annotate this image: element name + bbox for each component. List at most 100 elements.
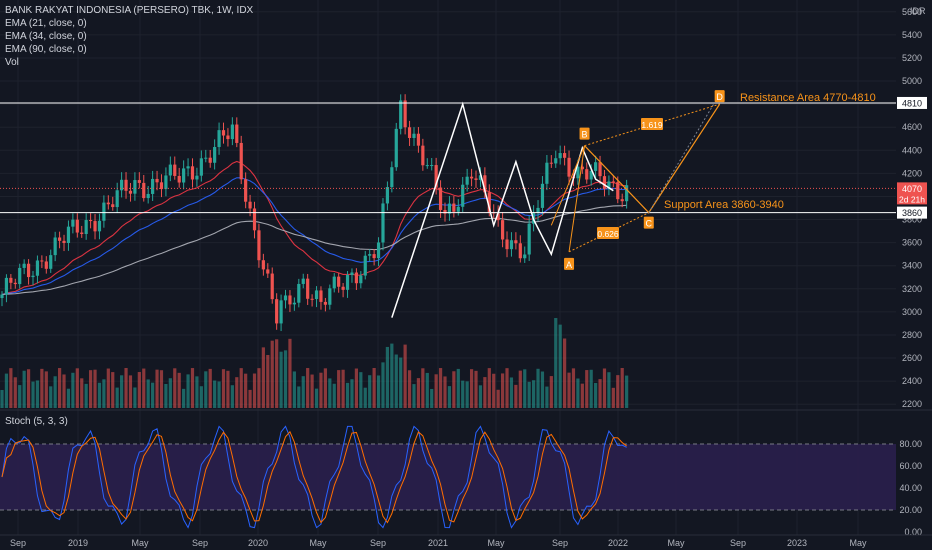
price-tick-label: 3400 <box>902 261 922 271</box>
volume-bar <box>434 374 438 408</box>
stoch-tick-label: 20.00 <box>899 505 922 515</box>
volume-bar <box>598 379 602 408</box>
volume-bar <box>306 368 310 408</box>
candle-body <box>151 178 155 194</box>
candle-body <box>563 153 567 158</box>
candle-body <box>314 290 319 300</box>
price-tick-label: 3000 <box>902 307 922 317</box>
candle-body <box>155 178 159 183</box>
candle-body <box>80 232 84 234</box>
volume-bar <box>40 368 44 408</box>
volume-bar <box>239 368 243 408</box>
candle-body <box>177 175 181 183</box>
candle-body <box>509 240 514 250</box>
time-tick-label: Sep <box>730 538 746 548</box>
candle-body <box>168 164 172 176</box>
candle-body <box>487 192 491 213</box>
currency-label: IDR <box>910 6 926 16</box>
volume-bar <box>204 371 208 408</box>
stoch-tick-label: 80.00 <box>899 439 922 449</box>
volume-bar <box>226 370 230 408</box>
volume-bar <box>62 374 66 408</box>
candle-body <box>164 175 168 190</box>
volume-bar <box>44 371 48 408</box>
last-price-tag-text: 4070 <box>902 184 922 194</box>
volume-bar <box>270 340 274 408</box>
price-tick-label: 4400 <box>902 145 922 155</box>
candle-body <box>102 202 106 221</box>
volume-bar <box>376 375 381 408</box>
price-tick-label: 5400 <box>902 30 922 40</box>
volume-bar <box>155 369 159 408</box>
volume-bar <box>292 371 296 408</box>
volume-bar <box>18 385 22 408</box>
time-tick-label: 2023 <box>787 538 807 548</box>
time-tick-label: 2020 <box>248 538 268 548</box>
volume-bar <box>235 377 239 408</box>
last-price-tag-bg <box>897 182 927 205</box>
volume-bar <box>323 368 327 408</box>
volume-bar <box>478 385 483 408</box>
volume-bar <box>35 380 40 408</box>
candle-body <box>580 166 584 170</box>
volume-bar <box>438 368 443 408</box>
volume-bar <box>545 386 549 408</box>
candle-body <box>381 203 385 243</box>
volume-bar <box>492 373 496 408</box>
ema21-line <box>1 160 627 296</box>
volume-bar <box>168 378 172 408</box>
last-price-tag-countdown: 2d 21h <box>899 194 925 204</box>
candle-body <box>306 278 310 299</box>
candle-body <box>452 203 456 212</box>
volume-bar <box>563 338 567 408</box>
candle-body <box>412 133 416 138</box>
candle-body <box>554 158 558 164</box>
time-tick-label: Sep <box>370 538 386 548</box>
price-tick-label: 3600 <box>902 238 922 248</box>
volume-bar <box>421 368 425 408</box>
candle-body <box>540 183 545 208</box>
candle-body <box>607 181 611 189</box>
candle-body <box>372 254 376 259</box>
volume-bar <box>594 382 598 408</box>
candle-body <box>297 283 301 303</box>
volume-bar <box>115 387 119 408</box>
volume-bar <box>567 372 571 408</box>
volume-bar <box>230 385 234 408</box>
volume-bar <box>337 370 341 408</box>
volume-bar <box>217 381 221 408</box>
candle-body <box>500 220 505 240</box>
candle-body <box>625 185 629 202</box>
candle-body <box>124 179 128 191</box>
volume-bar <box>301 376 305 408</box>
volume-bar <box>283 350 288 408</box>
candle-body <box>332 276 336 289</box>
ratio-xb-label: 0.626 <box>597 227 619 239</box>
candle-body <box>44 261 48 269</box>
candle-body <box>128 190 133 194</box>
stoch-legend: Stoch (5, 3, 3) <box>5 416 68 427</box>
volume-bar <box>509 377 514 408</box>
volume-bar <box>354 368 358 408</box>
volume-bar <box>461 380 465 408</box>
ratio-line-bd <box>584 103 720 147</box>
resistance-price-tag-bg <box>897 96 927 109</box>
volume-bar <box>607 372 611 408</box>
candle-body <box>469 176 474 179</box>
volume-bar <box>164 383 168 408</box>
candle-body <box>496 213 500 221</box>
volume-bar <box>57 368 62 408</box>
volume-bar <box>465 381 469 408</box>
candle-body <box>217 130 221 148</box>
candle-body <box>270 273 274 300</box>
volume-bar <box>4 373 9 408</box>
price-tick-label: 3200 <box>902 284 922 294</box>
volume-bar <box>84 383 88 408</box>
volume-bar <box>585 370 589 408</box>
candle-body <box>602 176 607 189</box>
candle-body <box>4 277 9 295</box>
candle-body <box>257 230 261 261</box>
candle-body <box>478 175 483 180</box>
